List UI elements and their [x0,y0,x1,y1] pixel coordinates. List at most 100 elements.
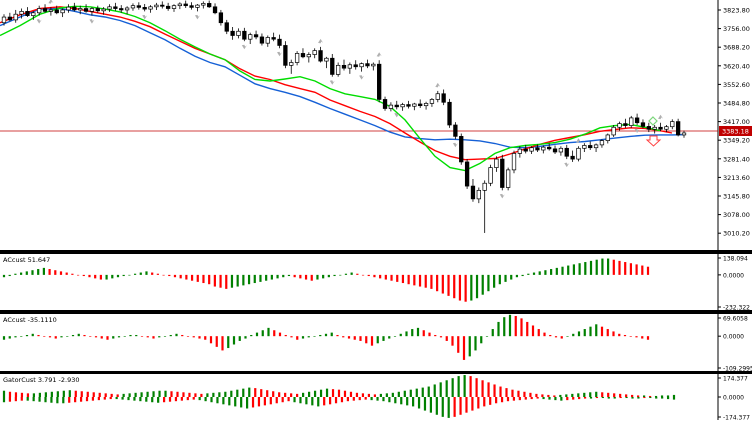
candle [89,7,95,16]
histogram-bar [267,327,270,337]
candle-body [1,16,7,24]
histogram-bar [333,274,336,277]
candles [1,0,687,233]
gator-down-bar [26,397,29,401]
histogram-bar [543,332,546,337]
gator-down-bar [121,397,124,400]
candle-body [623,123,628,126]
fractal-down-icon [277,51,283,57]
candle [365,59,370,69]
histogram-bar [296,336,299,340]
price-tick-label: 3145.80 [723,193,750,201]
indicator-label: ACcust -35.1110 [3,316,57,324]
gator-down-bar [578,397,581,400]
gator-up-bar [613,393,616,397]
candle-body [236,30,241,36]
candle-body [25,11,30,16]
gator-up-bar [535,393,538,397]
candle-body [470,185,476,200]
gator-up-bar [577,393,580,397]
gator-up-bar [439,382,442,397]
indicator-tick-label: 0.0000 [723,334,744,341]
candle [271,32,276,42]
down-arrow-icon [645,135,662,147]
indicator-label: ACcust 51.647 [3,256,50,264]
histogram-bar [384,274,387,280]
gator-down-bar [465,397,468,413]
fractal-down-icon [394,112,400,118]
histogram-bar [405,331,408,337]
indicator-panel-gator: GatorCust 3.791 -2.930 174.377 0.0000 -174.… [2,375,750,422]
candle [312,48,317,59]
candle-body [476,189,481,200]
gator-down-bar [44,397,47,403]
histogram-bar [601,258,604,275]
indicator-label: GatorCust 3.791 -2.930 [3,376,80,384]
candle [294,51,300,66]
candle [640,119,646,129]
candle [611,125,616,137]
histogram-bar [493,274,496,288]
histogram-bar [589,326,592,337]
gator-down-bar [352,397,355,401]
candle-body [324,57,329,62]
histogram-bar [441,274,444,294]
gator-up-bar [80,391,83,397]
gator-down-bar [530,397,533,400]
histogram-bar [510,274,513,280]
histogram-bar [572,264,576,275]
gator-up-bar [421,387,424,397]
histogram-bar [238,336,241,341]
histogram-bar [71,334,75,337]
histogram-bar [310,274,313,281]
gator-down-bar [512,397,516,401]
gator-up-bar [146,391,149,397]
candle-body [611,126,616,136]
histogram-bar [623,334,627,337]
candle [582,143,587,152]
histogram-bar [390,274,393,281]
gator-up-bar [361,393,365,397]
gator-down-bar [417,397,421,409]
candle [31,11,36,20]
histogram-bar [347,336,351,339]
gator-down-bar [162,397,166,403]
histogram-bar [278,332,282,337]
gator-up-bar [583,392,586,397]
histogram-bar [521,274,524,277]
panel-separator [0,250,752,254]
histogram-bar [457,336,460,353]
histogram-bar [88,274,91,278]
histogram-bar [470,274,473,301]
histogram-bar [219,274,222,288]
gator-up-bar [625,394,628,397]
candle [177,2,183,10]
gator-up-bar [14,392,18,397]
candle-body [382,99,388,109]
candle-body [60,9,65,14]
gator-down-bar [79,397,83,402]
candle-body [511,153,517,171]
current-price-label: 3383.18 [722,128,749,136]
fractal-down-icon [36,19,42,24]
gator-down-bar [275,397,278,404]
candle [1,14,7,26]
candle-body [652,126,657,130]
price-tick-label: 3620.40 [723,62,750,70]
gator-down-bar [364,397,367,400]
candle [300,48,306,59]
candle [107,4,112,12]
histogram-bar [388,336,391,339]
candle [248,32,253,45]
gator-down-bar [672,397,676,400]
fractal-down-icon [564,162,570,168]
fractal-down-icon [499,193,505,199]
histogram-bar [128,274,131,276]
candle [236,28,241,39]
indicator-tick-label: 174.377 [723,376,748,383]
gator-down-bar [68,397,71,403]
candle-body [359,63,364,68]
histogram-bar [152,336,155,339]
